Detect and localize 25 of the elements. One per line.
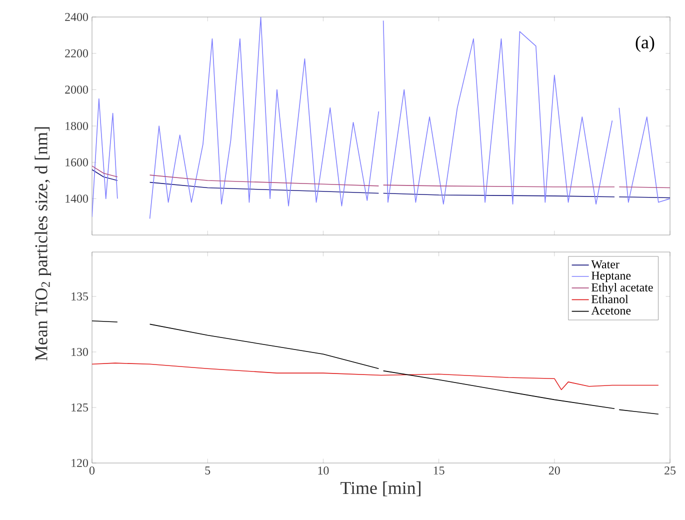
y-tick-label: 135 bbox=[72, 292, 88, 300]
x-tick-label: 20 bbox=[548, 466, 560, 475]
y-tick-label: 125 bbox=[72, 403, 88, 412]
y-tick-label: 2200 bbox=[65, 49, 88, 58]
text: Water bbox=[591, 260, 620, 268]
annotation: (a) bbox=[636, 36, 654, 52]
x-tick-label: 5 bbox=[205, 466, 210, 474]
legend-label: Ethanol bbox=[592, 294, 628, 304]
y-tick-label: 1600 bbox=[66, 158, 88, 166]
y-tick-label: 2400 bbox=[65, 12, 88, 22]
y-tick-label: 120 bbox=[72, 458, 88, 468]
y-tick-label: 130 bbox=[72, 348, 88, 356]
y-tick-label: 2000 bbox=[65, 86, 88, 94]
y-axis-title: Mean TiO$_{2}$ particles size, d [nm] bbox=[34, 127, 51, 361]
x-tick-label: 10 bbox=[318, 466, 329, 475]
x-tick-label: 0 bbox=[89, 466, 95, 475]
x-tick-label: 25 bbox=[664, 466, 676, 475]
legend-label: Acetone bbox=[591, 306, 631, 315]
y-tick-label: 1800 bbox=[66, 122, 88, 130]
x-axis-title: Time [min] bbox=[340, 481, 420, 496]
y-tick-label: 1400 bbox=[66, 194, 88, 203]
text: Heptane bbox=[592, 272, 631, 282]
line-series bbox=[92, 362, 659, 390]
text: Ethyl acetate bbox=[592, 283, 653, 294]
x-tick-label: 15 bbox=[434, 466, 444, 475]
